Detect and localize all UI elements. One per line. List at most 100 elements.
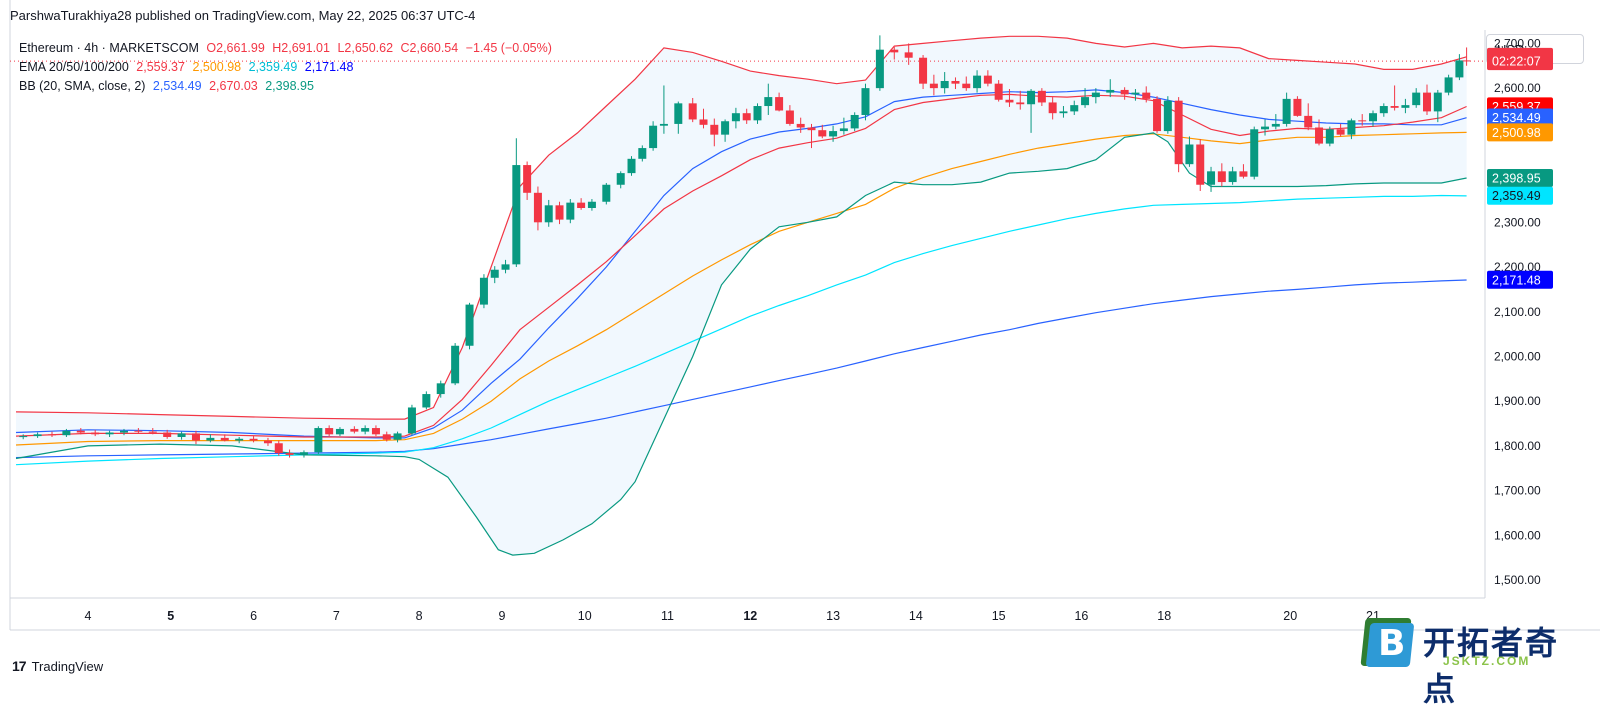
publisher-line: ParshwaTurakhiya28 published on TradingV… — [10, 8, 476, 23]
candle-body — [818, 130, 827, 137]
candle-body — [325, 428, 334, 435]
candle-body — [638, 148, 647, 159]
candle-body — [465, 304, 474, 346]
candle-body — [904, 52, 913, 58]
candle-body — [764, 97, 773, 107]
candle-body — [163, 432, 172, 437]
candle-body — [1347, 120, 1356, 135]
candle-body — [299, 452, 308, 455]
candle-body — [566, 202, 575, 220]
candle-body — [1081, 97, 1090, 106]
price-tick-label: 2,700.00 — [1494, 36, 1541, 50]
candle-body — [1250, 129, 1259, 177]
price-tag — [1487, 123, 1553, 142]
candle-body — [76, 430, 85, 433]
legend-ema20: 2,559.37 — [136, 60, 185, 74]
candle-body — [649, 125, 658, 149]
candle-body — [501, 264, 510, 270]
legend-ema-label[interactable]: EMA 20/50/100/200 — [19, 60, 129, 74]
legend-change: −1.45 (−0.05%) — [465, 41, 552, 55]
price-tick-label: 2,600.00 — [1494, 81, 1541, 95]
price-tick-label: 2,200.00 — [1494, 260, 1541, 274]
bb-fill — [16, 36, 1467, 556]
bb-lower-line — [15, 132, 1467, 556]
candle-body — [919, 57, 928, 84]
tradingview-logo[interactable]: 17 TradingView — [12, 658, 103, 674]
candle-body — [785, 110, 794, 124]
candle-body — [479, 277, 488, 305]
candle-body — [177, 433, 186, 437]
candle-body — [105, 432, 114, 435]
candle-body — [875, 49, 884, 89]
time-tick-label: 9 — [498, 609, 505, 623]
price-tag-label: 2,534.49 — [1492, 111, 1541, 125]
legend-symbol[interactable]: Ethereum · 4h · MARKETSCOM — [19, 41, 199, 55]
candle-body — [1412, 92, 1421, 106]
candle-body — [263, 440, 272, 444]
price-tag-label: 2,500.98 — [1492, 126, 1541, 140]
candle-body — [721, 121, 730, 135]
candle-body — [1048, 102, 1057, 114]
candle-body — [850, 114, 859, 129]
candle-body — [627, 158, 636, 174]
candle-body — [807, 127, 816, 131]
time-tick-label: 6 — [250, 609, 257, 623]
time-tick-label: 5 — [167, 609, 174, 623]
candle-body — [890, 49, 899, 53]
candle-body — [350, 428, 359, 432]
time-tick-label: 18 — [1157, 609, 1171, 623]
watermark-logo: B 开拓者奇点 JSKTZ.COM — [1360, 618, 1588, 707]
candle-body — [688, 103, 697, 120]
candle-body — [91, 432, 100, 435]
candle-body — [1239, 171, 1248, 177]
candle-body — [1358, 120, 1367, 122]
candle-body — [577, 202, 586, 209]
candle-body — [1401, 105, 1410, 108]
legend-bb-upper: 2,670.03 — [209, 79, 258, 93]
price-tick-label: 2,300.00 — [1494, 215, 1541, 229]
price-tick-label: 1,900.00 — [1494, 394, 1541, 408]
candle-body — [1390, 106, 1399, 108]
candle-body — [1455, 60, 1464, 78]
legend-bb-label[interactable]: BB (20, SMA, close, 2) — [19, 79, 146, 93]
candle-body — [1261, 126, 1270, 130]
candle-body — [829, 131, 838, 137]
candle-body — [191, 433, 200, 441]
time-tick-label: 8 — [416, 609, 423, 623]
price-chart[interactable]: 1,500.00 1,600.00 1,700.00 1,800.00 1,900.00… — [0, 0, 1600, 685]
candle-body — [335, 428, 344, 435]
candle-body — [983, 75, 992, 84]
candle-body — [1282, 98, 1291, 124]
candle-body — [361, 428, 370, 432]
price-tag-label: 2,171.48 — [1492, 273, 1541, 287]
legend-close: C2,660.54 — [400, 41, 459, 55]
candle-body — [436, 383, 445, 395]
candle-body — [235, 438, 244, 441]
candle-body — [62, 430, 71, 436]
candle-body — [1196, 144, 1205, 185]
candle-body — [940, 80, 949, 89]
price-tag-label: 02:22:07 — [1492, 55, 1541, 69]
candle-body — [616, 173, 625, 185]
candle-body — [1325, 129, 1334, 144]
candle-body — [33, 434, 42, 437]
candle-body — [775, 97, 784, 111]
ema20-line — [15, 93, 1467, 438]
candle-body — [602, 184, 611, 202]
candle-body — [699, 119, 708, 125]
price-tick-label: 1,800.00 — [1494, 439, 1541, 453]
candle-body — [951, 80, 960, 84]
candle-body — [1070, 105, 1079, 112]
candle-body — [861, 88, 870, 115]
candle-body — [962, 83, 971, 89]
price-tag — [1487, 270, 1553, 289]
price-tick-label: 1,500.00 — [1494, 573, 1541, 587]
candle-body — [148, 431, 157, 433]
candle-body — [512, 165, 521, 265]
chart-legend: Ethereum · 4h · MARKETSCOM O2,661.99 H2,… — [19, 39, 556, 96]
candle-body — [1016, 102, 1025, 105]
candle-body — [710, 124, 719, 135]
price-tick-label: 1,700.00 — [1494, 484, 1541, 498]
candle-body — [533, 192, 542, 223]
legend-high: H2,691.01 — [272, 41, 330, 55]
